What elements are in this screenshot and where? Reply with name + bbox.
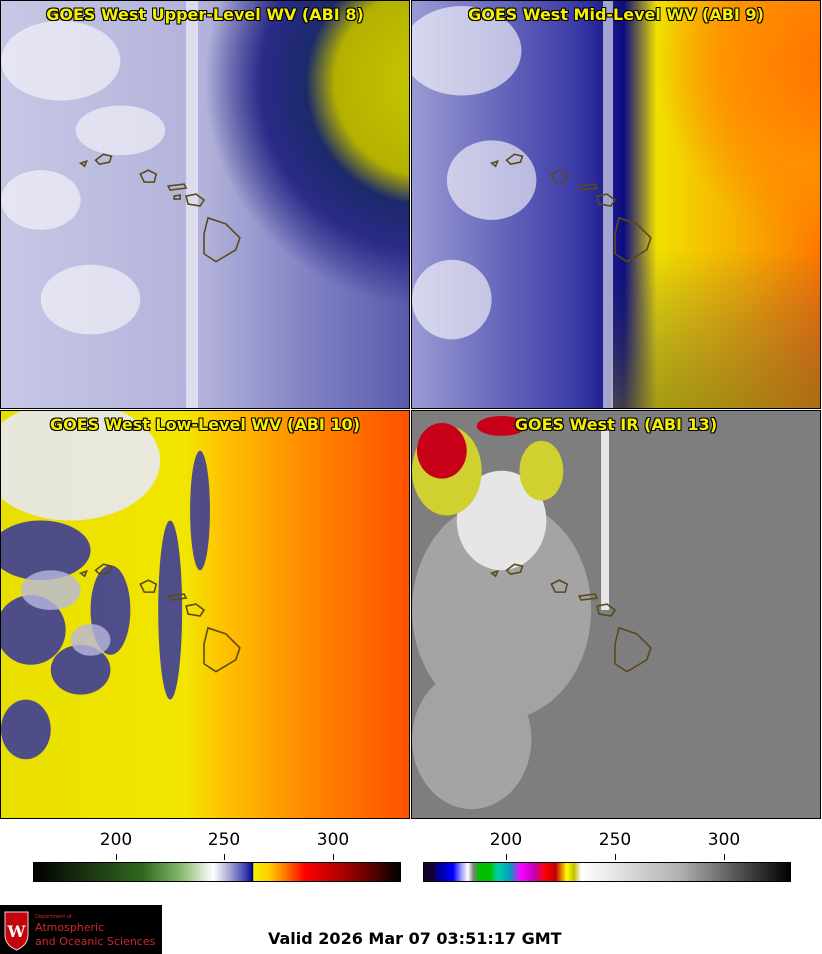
upper-level-wv-title: GOES West Upper-Level WV (ABI 8) (46, 5, 364, 24)
wv-tick-mark (224, 854, 225, 860)
wv-tick-label: 200 (99, 830, 133, 850)
mid-level-wv-image (412, 1, 820, 408)
water-vapor-color-scale (33, 862, 401, 882)
low-level-wv-title: GOES West Low-Level WV (ABI 10) (49, 415, 360, 434)
svg-text:W: W (7, 922, 27, 941)
water-vapor-colorbar: 200 250 300 (33, 822, 401, 884)
ir-tick-mark (724, 854, 725, 860)
wv-tick-label: 300 (316, 830, 350, 850)
ir-tick-label: 200 (489, 830, 523, 850)
mid-level-wv-title: GOES West Mid-Level WV (ABI 9) (468, 5, 764, 24)
logo-line-atmospheric: Atmospheric (35, 921, 105, 934)
logo-line-oceanic: and Oceanic Sciences (35, 935, 156, 948)
ir-image (412, 411, 820, 818)
upper-level-wv-panel: GOES West Upper-Level WV (ABI 8) (0, 0, 410, 409)
department-logo[interactable]: W Department of Atmospheric and Oceanic … (0, 905, 162, 954)
logo-line-department: Department of (35, 914, 72, 920)
upper-level-wv-image (1, 1, 409, 408)
infrared-color-scale (423, 862, 791, 882)
wv-tick-mark (333, 854, 334, 860)
low-level-wv-panel: GOES West Low-Level WV (ABI 10) (0, 410, 410, 819)
infrared-colorbar: 200 250 300 (423, 822, 791, 884)
ir-panel: GOES West IR (ABI 13) (411, 410, 821, 819)
mid-level-wv-panel: GOES West Mid-Level WV (ABI 9) (411, 0, 821, 409)
ir-tick-mark (506, 854, 507, 860)
crest-icon: W (4, 911, 29, 951)
low-level-wv-image (1, 411, 409, 818)
ir-tick-label: 300 (707, 830, 741, 850)
ir-tick-label: 250 (598, 830, 632, 850)
ir-tick-mark (615, 854, 616, 860)
wv-tick-label: 250 (207, 830, 241, 850)
ir-title: GOES West IR (ABI 13) (514, 415, 718, 434)
wv-tick-mark (116, 854, 117, 860)
valid-time: Valid 2026 Mar 07 03:51:17 GMT (268, 929, 562, 948)
